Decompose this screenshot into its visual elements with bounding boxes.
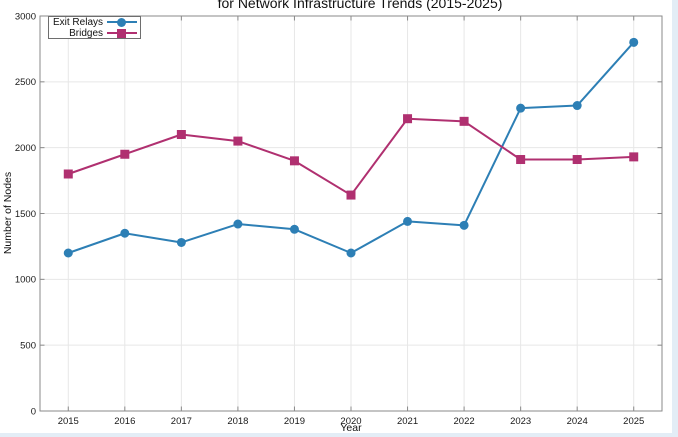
y-tick-label: 1500 xyxy=(15,209,36,220)
data-point-circle xyxy=(120,228,130,238)
data-point-square xyxy=(63,169,73,179)
y-tick-label: 3000 xyxy=(15,11,36,22)
square-marker-icon xyxy=(117,28,126,38)
x-tick-label: 2022 xyxy=(454,416,475,427)
x-tick-label: 2024 xyxy=(567,416,588,427)
data-point-circle xyxy=(629,37,639,47)
data-point-square xyxy=(233,136,243,146)
legend-sample-line xyxy=(107,17,137,28)
chart-title: for Network Infrastructure Trends (2015-… xyxy=(217,0,503,11)
y-axis-label: Number of Nodes xyxy=(2,171,14,255)
page-edge-right xyxy=(672,0,678,437)
x-tick-label: 2023 xyxy=(510,416,531,427)
y-tick-label: 1000 xyxy=(15,275,36,286)
data-point-square xyxy=(459,116,469,126)
y-tick-label: 0 xyxy=(31,406,36,417)
data-point-circle xyxy=(459,220,469,230)
x-tick-label: 2019 xyxy=(284,416,305,427)
page-edge-bottom xyxy=(0,433,678,437)
data-point-square xyxy=(346,190,356,200)
legend-label: Bridges xyxy=(69,27,103,39)
data-point-square xyxy=(516,155,526,165)
circle-marker-icon xyxy=(117,17,126,27)
x-tick-label: 2025 xyxy=(623,416,644,427)
legend-entry-exit-relays: Exit Relays xyxy=(49,17,140,28)
data-point-circle xyxy=(403,216,413,226)
x-tick-label: 2015 xyxy=(58,416,79,427)
data-point-circle xyxy=(176,237,186,247)
x-axis-label: Year xyxy=(340,422,362,434)
data-point-square xyxy=(403,114,413,124)
y-tick-label: 2500 xyxy=(15,77,36,88)
data-point-circle xyxy=(346,248,356,258)
y-tick-label: 500 xyxy=(20,341,36,352)
x-tick-label: 2021 xyxy=(397,416,418,427)
data-point-square xyxy=(120,149,130,159)
data-point-circle xyxy=(289,224,299,234)
data-point-square xyxy=(176,130,186,139)
x-tick-label: 2016 xyxy=(114,416,135,427)
data-point-square xyxy=(572,155,582,165)
data-point-circle xyxy=(63,248,73,258)
x-tick-label: 2017 xyxy=(171,416,192,427)
legend-entry-bridges: Bridges xyxy=(49,28,140,39)
data-point-square xyxy=(629,152,639,162)
y-tick-label: 2000 xyxy=(15,143,36,154)
data-point-square xyxy=(289,156,299,166)
x-tick-label: 2018 xyxy=(227,416,248,427)
legend-label: Exit Relays xyxy=(52,16,103,28)
data-point-circle xyxy=(233,219,243,229)
x-tick-label: 2020 xyxy=(340,416,361,427)
data-point-circle xyxy=(572,101,582,111)
legend: Exit Relays Bridges xyxy=(48,16,141,39)
legend-sample-line xyxy=(107,28,137,39)
data-point-circle xyxy=(516,103,526,113)
